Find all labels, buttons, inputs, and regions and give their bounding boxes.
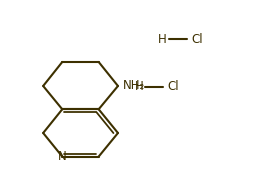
Text: NH₂: NH₂ <box>123 80 145 92</box>
Text: H: H <box>135 80 144 93</box>
Text: Cl: Cl <box>168 80 179 93</box>
Text: Cl: Cl <box>191 33 203 46</box>
Text: H: H <box>158 33 167 46</box>
Text: N: N <box>58 150 67 163</box>
